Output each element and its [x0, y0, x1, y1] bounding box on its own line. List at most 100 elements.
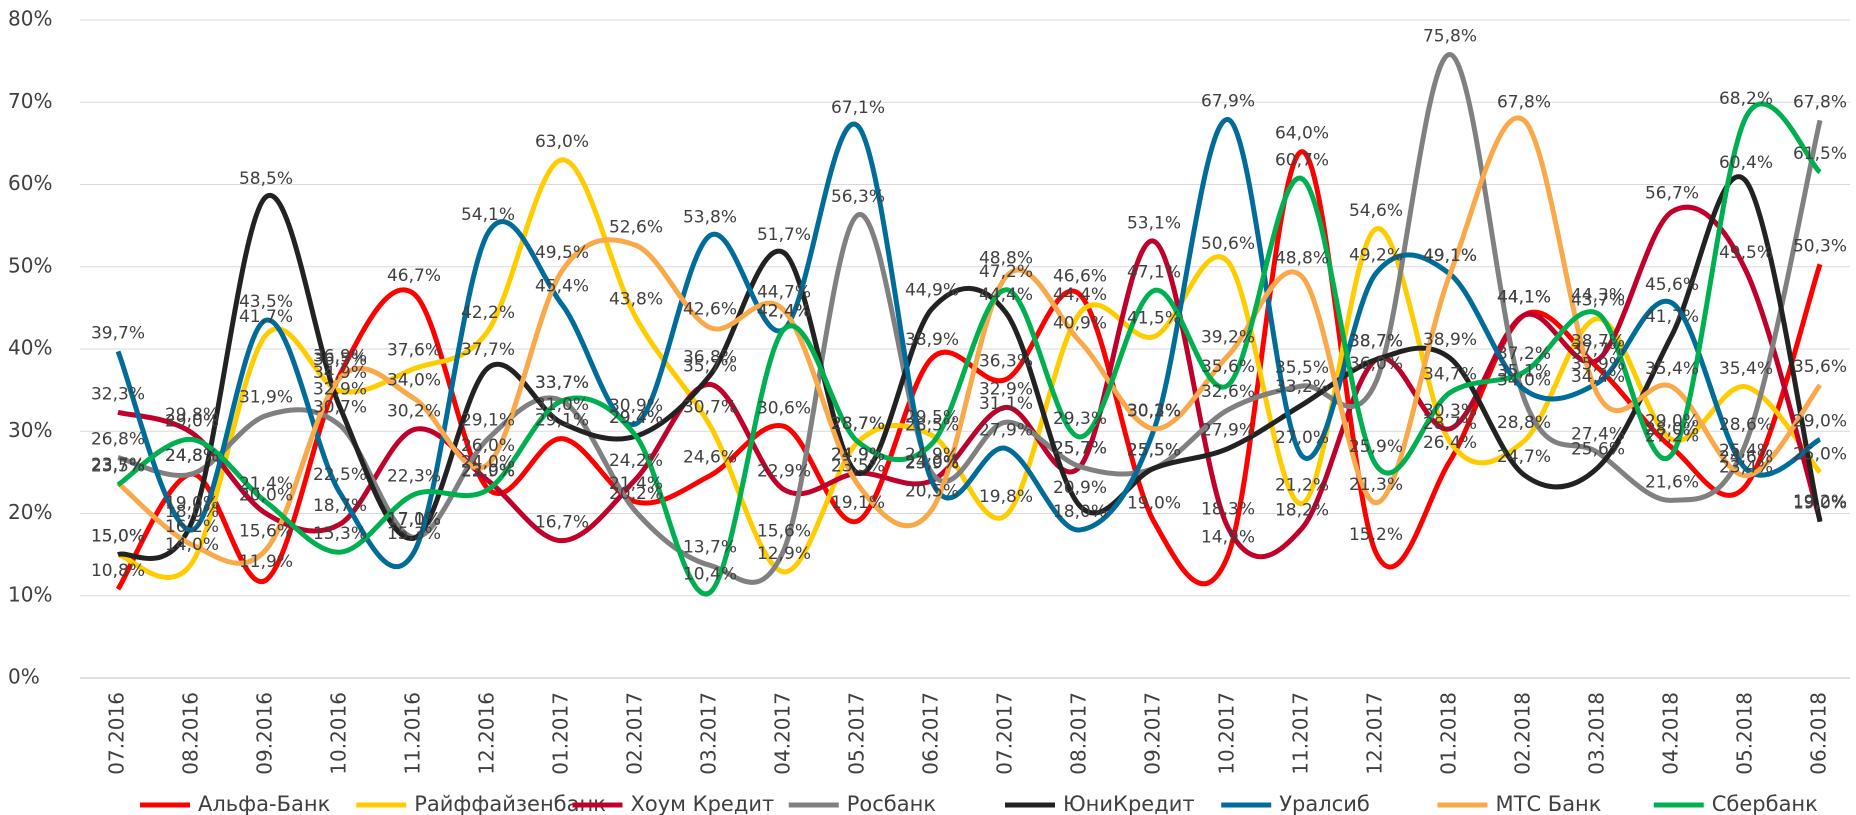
- x-tick-label: 09.2016: [253, 692, 277, 775]
- x-tick-label: 06.2017: [919, 692, 943, 775]
- data-label: 39,2%: [1201, 328, 1255, 348]
- x-tick-label: 01.2018: [1437, 692, 1461, 775]
- data-label: 25,0%: [1793, 444, 1847, 464]
- data-label: 40,9%: [1053, 314, 1107, 334]
- data-label: 15,3%: [313, 524, 367, 544]
- data-label: 11,9%: [239, 552, 293, 572]
- data-label: 35,9%: [1571, 355, 1625, 375]
- data-label: 53,1%: [1127, 213, 1181, 233]
- y-tick-label: 80%: [8, 7, 52, 31]
- data-label: 24,8%: [165, 446, 219, 466]
- data-label: 34,0%: [387, 370, 441, 390]
- data-label: 29,0%: [165, 411, 219, 431]
- data-label: 33,2%: [1275, 377, 1329, 397]
- data-label: 20,0%: [239, 486, 293, 506]
- data-label: 21,6%: [1645, 472, 1699, 492]
- data-label: 56,7%: [1645, 184, 1699, 204]
- data-label: 44,4%: [1053, 285, 1107, 305]
- data-label: 15,0%: [91, 527, 145, 547]
- data-label: 29,1%: [461, 411, 515, 431]
- data-label: 14,9%: [1201, 527, 1255, 547]
- data-label: 19,0%: [1127, 494, 1181, 514]
- data-label: 30,2%: [387, 402, 441, 422]
- data-label: 25,7%: [1053, 439, 1107, 459]
- data-label: 19,2%: [1793, 492, 1847, 512]
- data-label: 48,8%: [979, 249, 1033, 269]
- data-label: 41,7%: [239, 307, 293, 327]
- data-label: 36,3%: [979, 351, 1033, 371]
- data-label: 18,7%: [313, 496, 367, 516]
- data-label: 31,9%: [239, 388, 293, 408]
- data-label: 61,5%: [1793, 144, 1847, 164]
- data-label: 14,0%: [165, 535, 219, 555]
- data-label: 34,9%: [313, 363, 367, 383]
- data-label: 35,5%: [1275, 358, 1329, 378]
- data-label: 29,1%: [535, 411, 589, 431]
- data-label: 45,4%: [535, 277, 589, 297]
- legend-label: МТС Банк: [1496, 792, 1602, 815]
- data-label: 18,0%: [165, 502, 219, 522]
- data-label: 48,8%: [1275, 249, 1329, 269]
- data-label: 21,3%: [1349, 475, 1403, 495]
- x-tick-label: 05.2017: [845, 692, 869, 775]
- data-label: 37,6%: [387, 341, 441, 361]
- data-label: 43,5%: [239, 292, 293, 312]
- data-label: 68,2%: [1719, 89, 1773, 109]
- data-label: 27,4%: [1571, 425, 1625, 445]
- data-label: 22,5%: [313, 465, 367, 485]
- legend-label: Альфа-Банк: [198, 792, 330, 815]
- data-label: 28,0%: [1645, 420, 1699, 440]
- x-tick-label: 04.2018: [1659, 692, 1683, 775]
- data-label: 24,0%: [905, 453, 959, 473]
- data-label: 28,7%: [1423, 414, 1477, 434]
- data-label: 44,7%: [757, 282, 811, 302]
- data-label: 30,7%: [683, 397, 737, 417]
- data-label: 26,8%: [91, 430, 145, 450]
- data-label: 30,7%: [313, 397, 367, 417]
- data-label: 25,5%: [1127, 440, 1181, 460]
- data-label: 25,6%: [1571, 439, 1625, 459]
- data-label: 56,3%: [831, 187, 885, 207]
- data-label: 35,7%: [683, 356, 737, 376]
- data-label: 23,4%: [1719, 458, 1773, 478]
- data-label: 53,8%: [683, 207, 737, 227]
- data-label: 18,2%: [1275, 500, 1329, 520]
- data-label: 26,4%: [1423, 433, 1477, 453]
- data-label: 34,0%: [1497, 370, 1551, 390]
- data-label: 60,4%: [1719, 153, 1773, 173]
- series-line: [117, 52, 1823, 585]
- data-label: 47,1%: [1127, 263, 1181, 283]
- data-label: 36,0%: [1349, 354, 1403, 374]
- data-label: 13,7%: [683, 537, 737, 557]
- data-label: 18,0%: [1053, 502, 1107, 522]
- data-label: 42,4%: [757, 301, 811, 321]
- data-label: 19,8%: [979, 487, 1033, 507]
- data-label: 10,8%: [91, 561, 145, 581]
- data-label: 27,2%: [1645, 426, 1699, 446]
- data-label: 18,3%: [1201, 499, 1255, 519]
- x-tick-label: 08.2017: [1067, 692, 1091, 775]
- data-label: 15,0%: [91, 527, 145, 547]
- data-label: 29,5%: [905, 407, 959, 427]
- data-label: 31,1%: [979, 394, 1033, 414]
- data-label: 21,4%: [609, 474, 663, 494]
- data-label: 30,3%: [1423, 401, 1477, 421]
- data-label: 25,7%: [1053, 439, 1107, 459]
- x-tick-label: 11.2016: [401, 692, 425, 775]
- series-line: [117, 157, 1822, 580]
- data-label: 50,6%: [1201, 234, 1255, 254]
- data-label: 29,0%: [1793, 411, 1847, 431]
- data-label: 51,7%: [757, 225, 811, 245]
- data-label: 23,7%: [91, 455, 145, 475]
- x-tick-label: 02.2017: [623, 692, 647, 775]
- x-tick-label: 06.2018: [1807, 692, 1831, 775]
- series-line: [116, 101, 1822, 597]
- data-label: 32,3%: [91, 384, 145, 404]
- data-label: 22,9%: [461, 462, 515, 482]
- data-label: 27,9%: [979, 421, 1033, 441]
- data-label: 10,4%: [683, 564, 737, 584]
- data-label: 54,6%: [1349, 201, 1403, 221]
- series-line: [116, 115, 1822, 566]
- data-label: 32,9%: [313, 379, 367, 399]
